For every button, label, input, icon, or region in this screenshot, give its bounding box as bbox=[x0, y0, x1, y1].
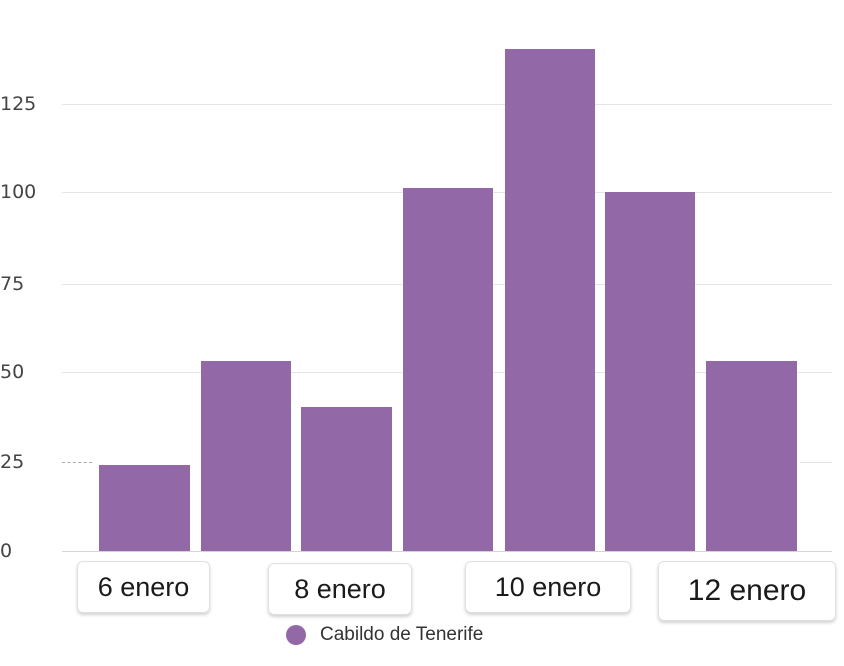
x-axis-baseline bbox=[62, 551, 832, 552]
legend-label: Cabildo de Tenerife bbox=[320, 624, 484, 645]
y-tick-0: 0 bbox=[0, 540, 13, 562]
bar-7-enero[interactable] bbox=[201, 361, 291, 551]
gridline-125 bbox=[62, 104, 832, 105]
bar-9-enero[interactable] bbox=[403, 188, 493, 551]
bar-8-enero[interactable] bbox=[301, 407, 392, 551]
gridline-25-dash bbox=[62, 462, 92, 464]
gridline-25 bbox=[800, 462, 832, 463]
bar-6-enero[interactable] bbox=[99, 465, 190, 551]
y-tick-50: 50 bbox=[0, 361, 25, 383]
y-tick-75: 75 bbox=[0, 273, 25, 295]
x-label-10-enero: 10 enero bbox=[465, 561, 631, 613]
bar-10-enero[interactable] bbox=[505, 49, 595, 551]
y-tick-25: 25 bbox=[0, 451, 25, 473]
legend[interactable]: Cabildo de Tenerife bbox=[286, 624, 483, 646]
y-tick-125: 125 bbox=[0, 93, 37, 115]
y-tick-100: 100 bbox=[0, 181, 37, 203]
legend-swatch-icon bbox=[286, 625, 306, 645]
bar-11-enero[interactable] bbox=[605, 192, 695, 551]
bar-12-enero[interactable] bbox=[706, 361, 797, 551]
x-label-12-enero: 12 enero bbox=[658, 561, 836, 621]
x-label-6-enero: 6 enero bbox=[77, 561, 210, 613]
x-label-8-enero: 8 enero bbox=[268, 563, 412, 615]
